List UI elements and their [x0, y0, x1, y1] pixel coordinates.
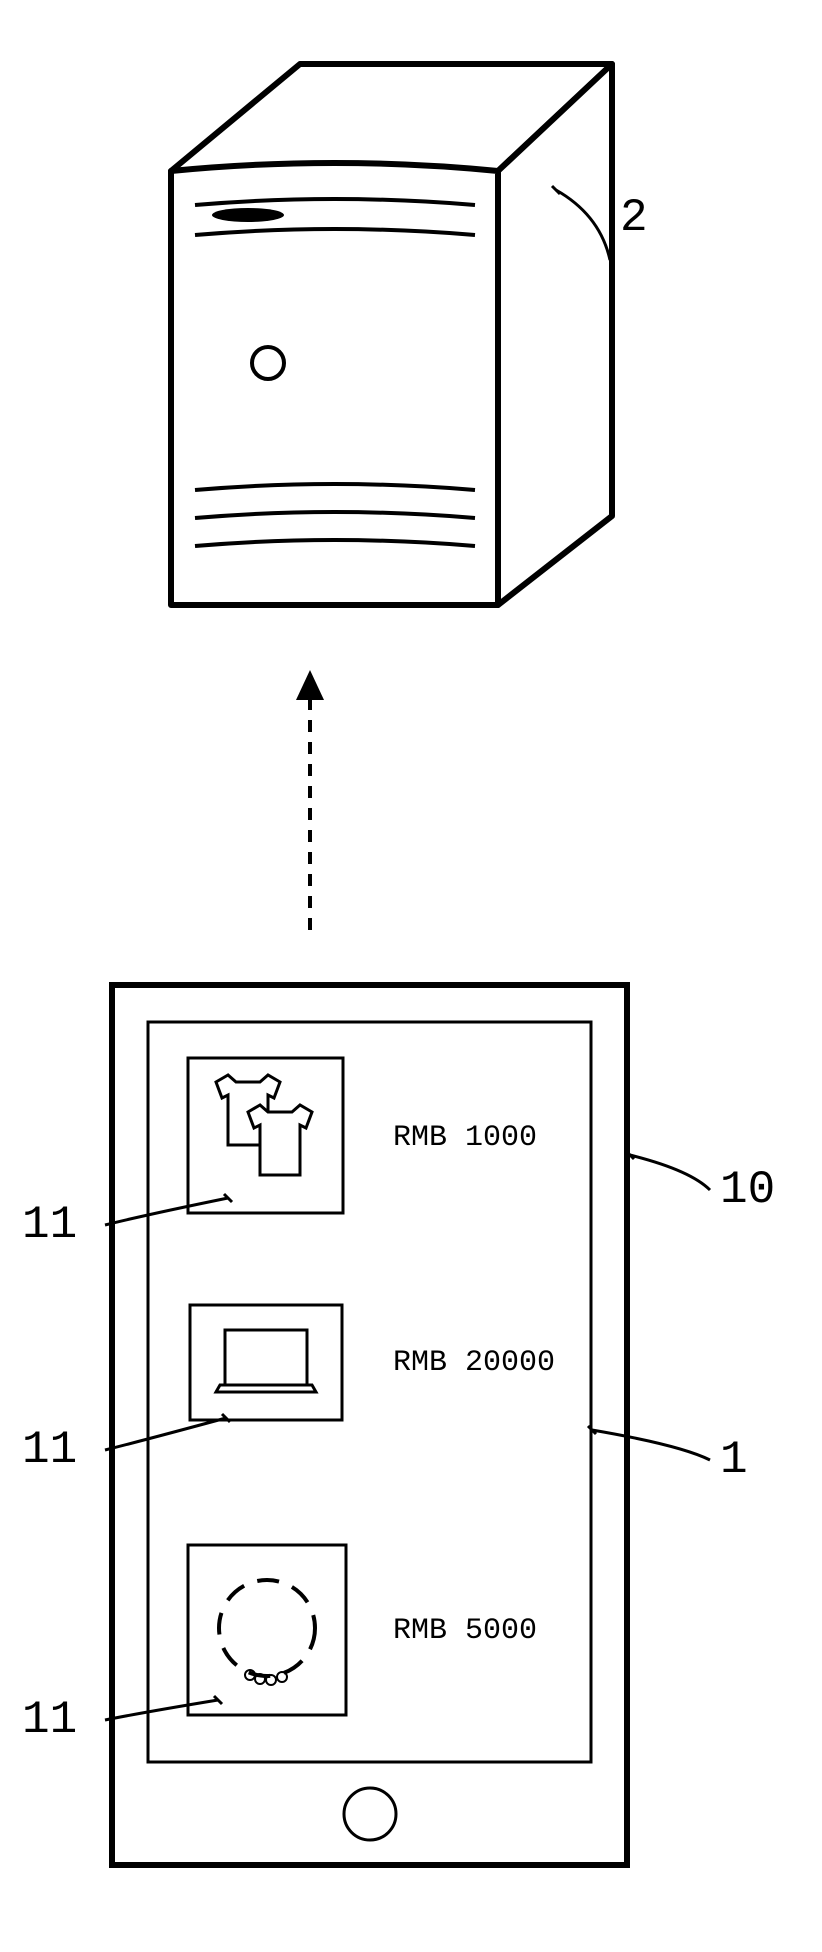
phone-label: 1 [720, 1434, 748, 1486]
item-price: RMB 5000 [393, 1614, 537, 1648]
item-label: 11 [22, 1424, 77, 1476]
server-label: 2 [620, 192, 648, 244]
item-label: 11 [22, 1199, 77, 1251]
upload-arrow-icon [296, 670, 324, 930]
diagram-canvas: 2 RMB 1000 11 RMB 20000 11 [0, 0, 822, 1952]
server-box [171, 64, 612, 605]
item-label: 11 [22, 1694, 77, 1746]
screen-label: 10 [720, 1164, 775, 1216]
item-price: RMB 1000 [393, 1121, 537, 1155]
screen-leader [626, 1151, 710, 1190]
item-price: RMB 20000 [393, 1346, 555, 1380]
